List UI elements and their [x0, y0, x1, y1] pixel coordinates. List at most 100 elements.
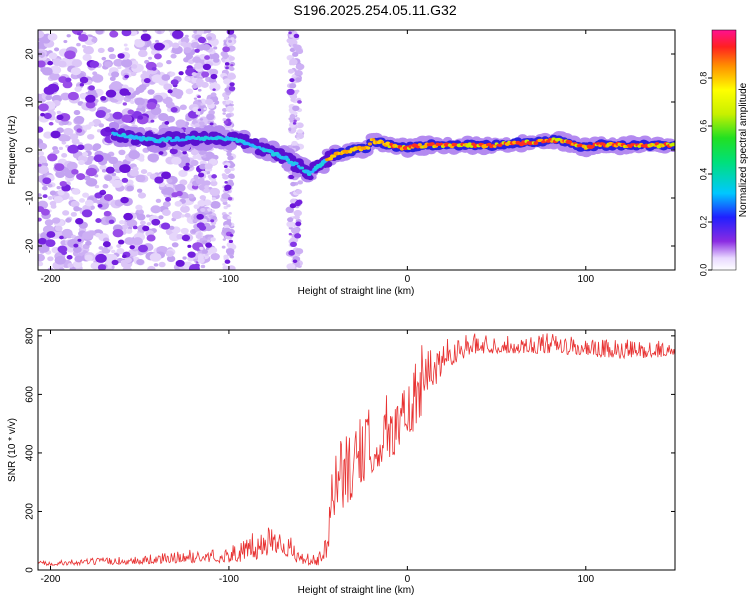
noise-blob [286, 88, 295, 96]
ridge-core [492, 145, 497, 148]
ridge-core [371, 138, 376, 141]
snr-xtick-label: -200 [40, 574, 60, 585]
noise-blob [125, 91, 131, 96]
noise-blob [83, 143, 93, 152]
noise-blob [180, 41, 188, 47]
noise-blob [61, 228, 73, 238]
colorbar-tick-label: 0.4 [698, 168, 708, 181]
noise-blob [184, 76, 191, 82]
noise-blob [111, 71, 120, 78]
noise-blob [74, 86, 82, 93]
noise-blob [210, 253, 220, 261]
noise-blob [297, 180, 304, 185]
noise-blob [170, 79, 179, 86]
snr-ytick-label: 200 [25, 503, 36, 520]
noise-blob [180, 227, 189, 235]
noise-blob [126, 185, 134, 192]
noise-blob [121, 30, 132, 37]
noise-blob [165, 250, 174, 257]
noise-blob [185, 88, 194, 95]
noise-blob [105, 89, 117, 98]
noise-blob [288, 232, 292, 236]
ridge-core [417, 143, 422, 147]
noise-blob [47, 183, 53, 188]
noise-blob [71, 188, 81, 195]
noise-blob [137, 104, 143, 109]
noise-blob [97, 264, 107, 270]
noise-blob [46, 231, 56, 238]
noise-blob [116, 244, 122, 248]
noise-blob [292, 259, 298, 264]
spec-xtick-label: 0 [405, 274, 411, 285]
colorbar-gradient [711, 29, 737, 271]
noise-blob [111, 249, 116, 254]
noise-blob [64, 50, 76, 60]
noise-blob [73, 246, 82, 253]
ridge-body [241, 134, 250, 141]
noise-blob [56, 114, 64, 121]
noise-blob [54, 255, 66, 265]
noise-blob [87, 155, 95, 162]
noise-blob [228, 179, 234, 184]
noise-blob [85, 167, 97, 177]
noise-blob [296, 137, 300, 140]
noise-blob [164, 121, 170, 125]
colorbar-tick-label: 0.0 [698, 264, 708, 277]
noise-blob [200, 103, 204, 106]
noise-blob [292, 43, 297, 48]
noise-blob [194, 263, 200, 268]
noise-blob [225, 248, 235, 255]
noise-blob [96, 129, 102, 133]
noise-blob [203, 107, 207, 111]
noise-blob [202, 63, 212, 71]
snr-axes: -200 -100 0 100 0 200 400 600 800 [25, 327, 675, 585]
noise-blob [196, 180, 202, 185]
noise-blob [193, 97, 197, 100]
ridge-core [487, 142, 492, 146]
noise-blob [89, 60, 100, 68]
noise-blob [130, 100, 135, 104]
noise-blob [198, 200, 203, 204]
noise-blob [185, 162, 190, 166]
noise-blob [111, 172, 117, 177]
noise-blob [156, 62, 164, 68]
noise-blob [57, 189, 65, 196]
noise-blob [128, 150, 140, 160]
noise-blob [210, 200, 221, 209]
noise-blob [224, 62, 230, 66]
noise-blob [74, 255, 84, 263]
noise-blob [97, 203, 103, 208]
noise-blob [187, 110, 199, 119]
noise-blob [169, 232, 181, 242]
noise-blob [122, 102, 127, 106]
noise-blob [47, 153, 58, 162]
noise-blob [289, 47, 296, 53]
noise-blob [294, 70, 303, 77]
noise-blob [102, 241, 111, 248]
noise-blob [230, 37, 235, 41]
noise-blob [43, 112, 52, 120]
noise-blob [66, 161, 78, 171]
noise-blob [119, 220, 125, 225]
noise-blob [71, 168, 79, 175]
noise-blob [132, 225, 138, 230]
noise-blob [289, 58, 298, 66]
noise-blob [74, 115, 85, 124]
noise-blob [121, 177, 129, 183]
noise-blob [187, 244, 192, 248]
noise-blob [199, 246, 204, 250]
noise-blob [62, 210, 70, 216]
snr-ytick-label: 0 [25, 567, 36, 573]
noise-blob [228, 86, 236, 92]
noise-blob [210, 219, 215, 223]
noise-blob [195, 78, 204, 84]
noise-blob [123, 43, 128, 47]
noise-blob [175, 119, 186, 128]
snr-xtick-label: 0 [405, 574, 411, 585]
noise-blob [138, 84, 147, 91]
noise-blob [85, 101, 96, 109]
noise-blob [294, 214, 300, 220]
noise-blob [292, 52, 299, 57]
noise-blob [78, 159, 85, 166]
